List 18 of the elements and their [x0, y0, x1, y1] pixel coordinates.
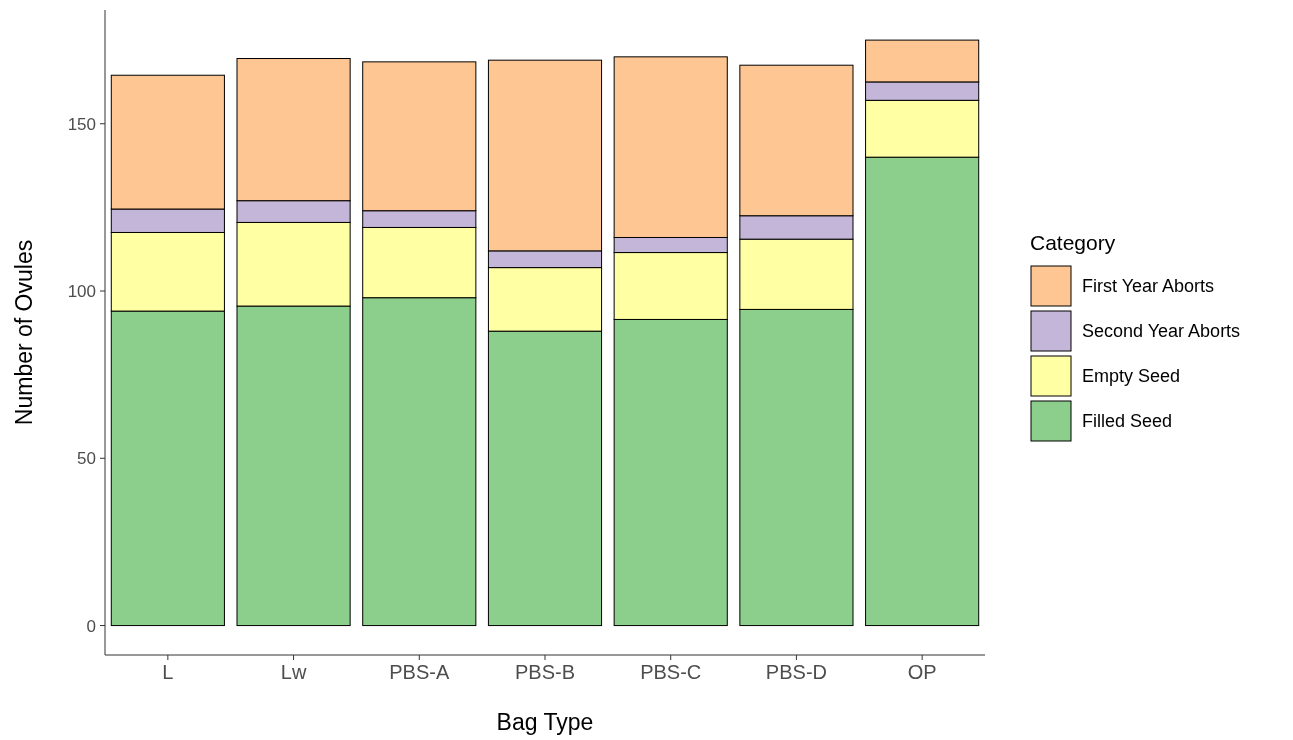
- legend-label: Empty Seed: [1082, 366, 1181, 387]
- x-tick-label: Lw: [280, 661, 307, 683]
- y-tick-label: 50: [77, 449, 96, 469]
- x-tick-label: PBS-B: [514, 661, 576, 683]
- x-tick-label: PBS-A: [389, 661, 450, 683]
- x-tick-label: OP: [907, 661, 937, 683]
- y-tick-label: 0: [86, 616, 96, 636]
- y-tick-label: 150: [67, 114, 96, 134]
- legend-title: Category: [1030, 231, 1116, 254]
- x-axis-title: Bag Type: [496, 709, 594, 735]
- x-tick-label: L: [162, 661, 174, 683]
- x-tick-label: PBS-C: [640, 661, 702, 683]
- y-axis-title: Number of Ovules: [11, 239, 37, 426]
- y-tick-label: 100: [67, 281, 96, 301]
- x-tick-label: PBS-D: [765, 661, 827, 683]
- legend-label: First Year Aborts: [1082, 276, 1215, 297]
- legend-label: Second Year Aborts: [1082, 321, 1241, 342]
- legend-label: Filled Seed: [1082, 411, 1173, 432]
